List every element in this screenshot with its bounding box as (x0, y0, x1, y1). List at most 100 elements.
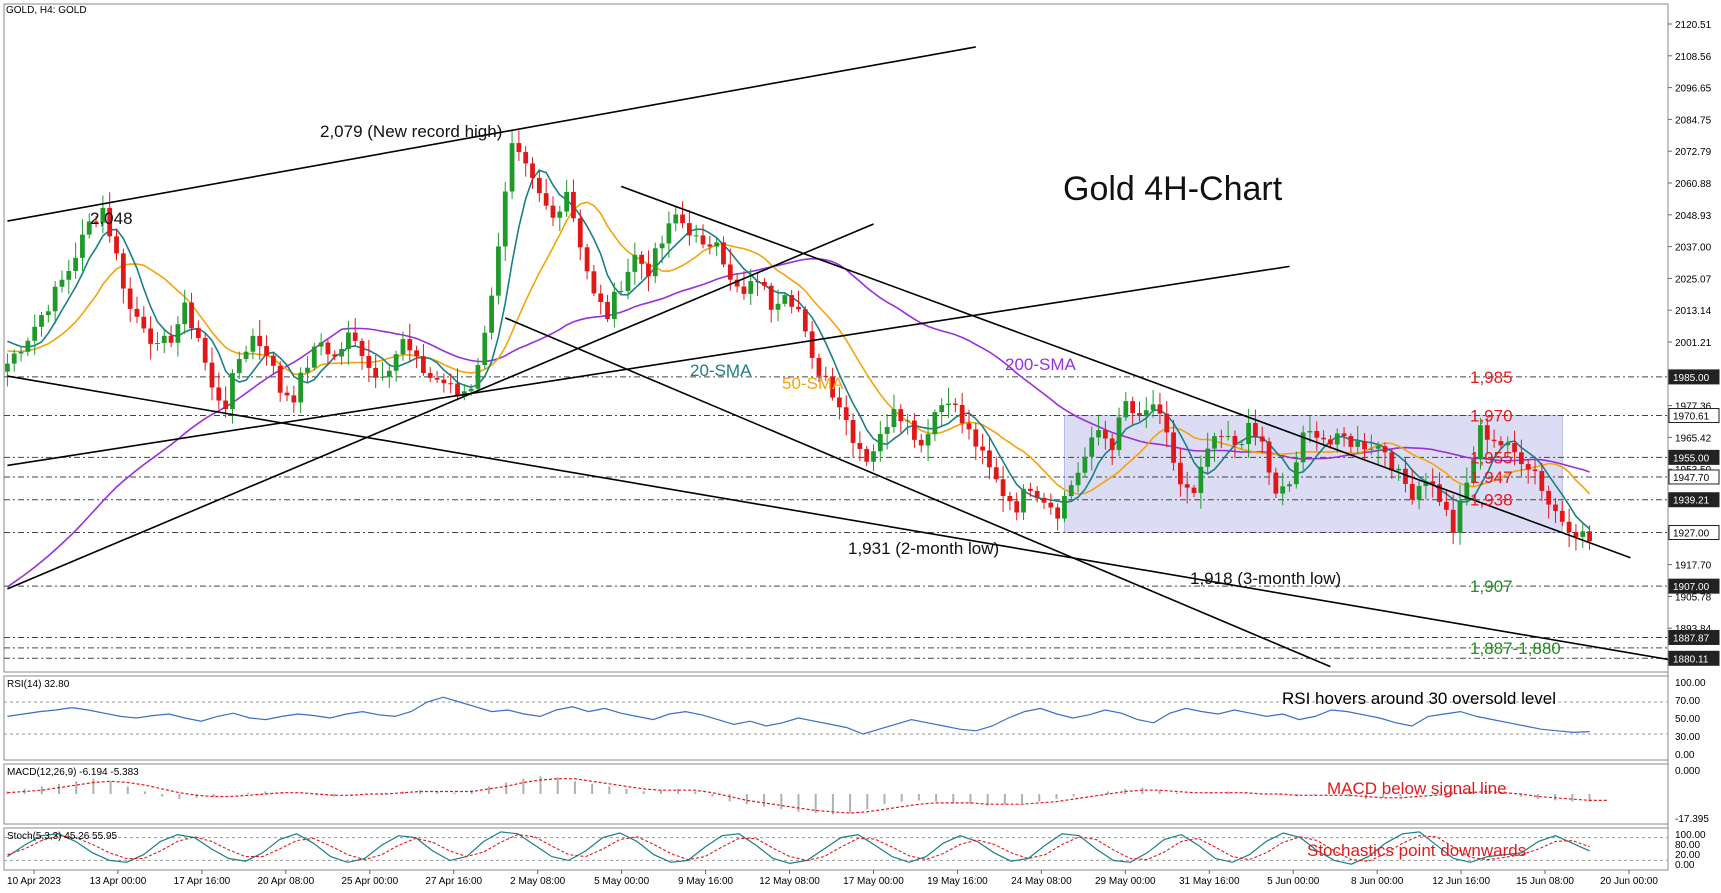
candle-body (789, 295, 795, 307)
candle-body (1334, 433, 1340, 445)
candle-body (80, 234, 85, 258)
candle-body (1348, 436, 1354, 447)
candle-body (1000, 479, 1006, 496)
price-level-box-label: 1939.21 (1673, 496, 1710, 507)
candle-body (1021, 488, 1026, 513)
candle-body (1259, 436, 1265, 442)
candle-body (189, 302, 194, 329)
candle-body (93, 221, 99, 223)
panel-frames (3, 3, 1669, 871)
time-tick-label: 10 Apr 2023 (7, 876, 61, 887)
chart-title: Gold 4H-Chart (1063, 170, 1283, 208)
candle-body (1143, 410, 1149, 416)
candle-body (346, 332, 351, 349)
indicator-panels: RSI(14) 32.80 RSI hovers around 30 overso… (4, 678, 1709, 871)
candle-body (39, 315, 44, 327)
indicator-tick-label: 20.00 (1675, 850, 1700, 861)
candle-body (707, 244, 713, 247)
candle-body (1287, 484, 1292, 487)
price-tick-label: 2060.88 (1675, 179, 1712, 190)
price-level-box (1668, 369, 1720, 385)
candle-body (659, 243, 665, 249)
candle-body (386, 370, 392, 377)
candle-body (1164, 413, 1170, 433)
candle-body (1512, 442, 1517, 453)
candle-body (502, 191, 508, 247)
candle-body (1382, 446, 1388, 453)
indicator-tick-label: 30.00 (1675, 732, 1700, 743)
time-tick-label: 31 May 16:00 (1179, 876, 1240, 887)
candle-body (1443, 501, 1449, 510)
price-tick-label: 2108.56 (1675, 52, 1712, 63)
candle-body (1546, 490, 1552, 505)
indicator-tick-label: 100.00 (1675, 678, 1706, 689)
candle-body (550, 205, 556, 218)
candle-body (1075, 472, 1081, 486)
candle-body (652, 248, 658, 277)
candle-body (332, 354, 338, 357)
candle-body (1150, 404, 1156, 411)
level-label: 1,947 (1470, 468, 1513, 487)
candle-body (236, 358, 242, 374)
candle-body (946, 403, 951, 406)
candle-body (782, 295, 788, 304)
candle-body (1409, 483, 1415, 500)
candle-body (243, 351, 249, 359)
candle-body (1307, 431, 1313, 433)
candle-body (400, 339, 406, 355)
candle-body (264, 346, 269, 356)
candle-body (809, 331, 815, 358)
candle-body (1041, 497, 1047, 503)
trendline (7, 375, 1668, 661)
indicator-label: RSI(14) 32.80 (7, 679, 70, 690)
candle-body (973, 429, 979, 447)
candle-body (1450, 509, 1456, 533)
candle-body (1082, 456, 1088, 473)
candle-body (666, 223, 672, 244)
axes: 2120.51 2108.56 2096.65 2084.75 2072.79 2060.… (7, 20, 1720, 887)
candle-body (1539, 471, 1545, 491)
trendline (620, 185, 1631, 559)
candle-body (768, 285, 774, 310)
candle-body (830, 376, 835, 398)
candle-body (755, 281, 760, 283)
candle-body (1498, 441, 1504, 446)
stoch-d-line (7, 834, 1590, 862)
candle-body (1034, 490, 1040, 498)
candle-body (114, 236, 119, 254)
candle-body (1027, 488, 1033, 491)
indicator-tick-label: 80.00 (1675, 840, 1700, 851)
candle-body (318, 342, 324, 347)
candle-body (1280, 486, 1286, 494)
candle-body (5, 363, 10, 372)
indicator-tick-label: 0.00 (1675, 860, 1695, 871)
candle-body (45, 311, 51, 316)
candle-body (618, 290, 624, 292)
candle-body (1437, 484, 1442, 502)
candle-body (857, 442, 863, 449)
candle-body (871, 451, 876, 462)
candle-body (700, 235, 706, 245)
candle-body (1096, 430, 1101, 438)
stoch-k-line (7, 831, 1590, 865)
candle-body (86, 221, 92, 235)
candle-body (298, 372, 304, 403)
sma200-line (6, 257, 1590, 588)
price-annotation: 1,931 (2-month low) (848, 539, 999, 558)
time-tick-label: 25 Apr 00:00 (341, 876, 398, 887)
symbol-label: GOLD, H4: GOLD (6, 5, 87, 16)
candle-body (1048, 502, 1054, 508)
candle-body (66, 271, 72, 280)
candle-body (339, 348, 344, 357)
level-label: 1,970 (1470, 407, 1513, 426)
chart-texts: GOLD, H4: GOLD Gold 4H-Chart (6, 5, 1283, 208)
trendline (7, 265, 1290, 467)
candle-body (230, 373, 235, 410)
time-tick-label: 20 Apr 08:00 (257, 876, 314, 887)
candle-body (1368, 448, 1374, 450)
candle-body (1491, 439, 1497, 442)
candle-body (216, 387, 222, 401)
